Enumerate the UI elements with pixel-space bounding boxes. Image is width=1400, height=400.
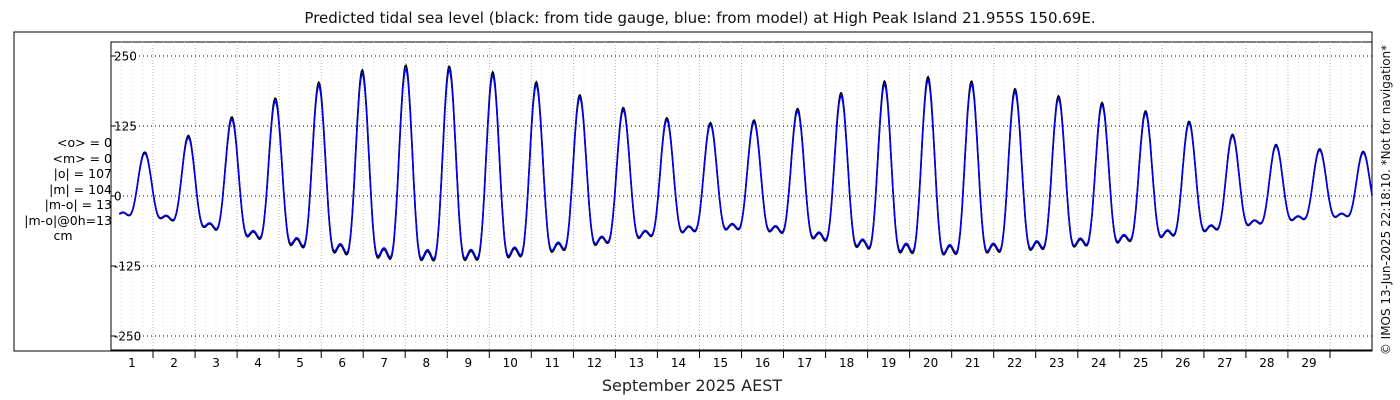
x-tick-label: 12 <box>587 356 602 370</box>
stat-unit: cm <box>53 228 73 243</box>
x-tick-label: 21 <box>965 356 980 370</box>
x-tick-label: 4 <box>254 356 262 370</box>
y-axis: -250 -125 0 125 250 <box>111 50 141 344</box>
x-tick-label: 17 <box>797 356 812 370</box>
x-tick-label: 10 <box>503 356 518 370</box>
x-tick-label: 6 <box>338 356 346 370</box>
x-tick-label: 5 <box>296 356 304 370</box>
x-tick-label: 13 <box>629 356 644 370</box>
x-tick-label: 22 <box>1007 356 1022 370</box>
stats-panel: <o> = 0 <m> = 0 |o| = 107 |m| = 104 |m-o… <box>14 135 112 244</box>
x-tick-label: 8 <box>422 356 430 370</box>
x-tick-label: 23 <box>1049 356 1064 370</box>
chart-title: Predicted tidal sea level (black: from t… <box>304 9 1096 27</box>
x-axis-label: September 2025 AEST <box>601 376 783 395</box>
x-tick-label: 1 <box>128 356 136 370</box>
x-tick-label: 9 <box>464 356 472 370</box>
x-tick-label: 27 <box>1217 356 1232 370</box>
x-tick-label: 14 <box>671 356 686 370</box>
x-tick-label: 19 <box>881 356 896 370</box>
stat-mean-model: <m> = 0 <box>52 150 113 166</box>
x-tick-label: 16 <box>755 356 770 370</box>
grid <box>111 42 1372 350</box>
x-tick-label: 28 <box>1259 356 1274 370</box>
x-axis: 1 2 3 4 5 6 7 8 9 10 11 12 13 14 15 16 17 18 19 20 21 22 23 24 2… <box>128 350 1331 370</box>
series-model-line <box>118 68 1373 260</box>
x-tick-label: 25 <box>1133 356 1148 370</box>
x-tick-label: 3 <box>212 356 220 370</box>
x-tick-label: 18 <box>839 356 854 370</box>
y-tick-label: 0 <box>114 190 122 204</box>
y-tick-label: -125 <box>114 260 141 274</box>
x-tick-label: 2 <box>170 356 178 370</box>
y-tick-label: -250 <box>114 330 141 344</box>
x-tick-label: 7 <box>380 356 388 370</box>
stat-abs-observed: |o| = 107 <box>53 166 112 181</box>
x-tick-label: 15 <box>713 356 728 370</box>
x-tick-label: 11 <box>545 356 560 370</box>
x-tick-label: 29 <box>1301 356 1316 370</box>
y-tick-label: 125 <box>114 120 137 134</box>
stat-mean-observed: <o> = 0 <box>57 135 112 150</box>
x-tick-label: 24 <box>1091 356 1106 370</box>
series <box>118 64 1373 262</box>
x-tick-label: 26 <box>1175 356 1190 370</box>
stat-abs-diff-0h: |m-o|@0h=13 <box>24 212 112 228</box>
copyright-notice: © IMOS 13-Jun-2025 22:18:10. *Not for na… <box>1379 44 1393 356</box>
stat-abs-diff: |m-o| = 13 <box>44 197 112 212</box>
y-tick-label: 250 <box>114 50 137 64</box>
x-tick-label: 20 <box>923 356 938 370</box>
stat-abs-model: |m| = 104 <box>49 181 112 197</box>
